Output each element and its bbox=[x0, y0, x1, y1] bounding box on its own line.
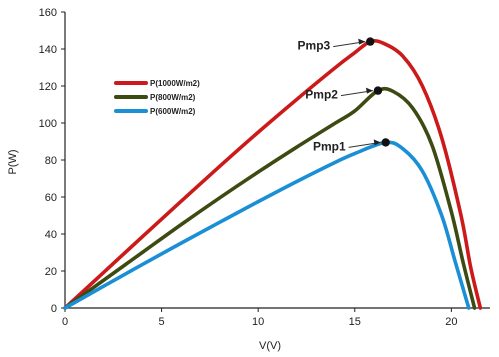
mpp-label: Pmp3 bbox=[298, 39, 331, 53]
y-tick-label: 80 bbox=[45, 155, 57, 167]
x-axis-title: V(V) bbox=[259, 340, 281, 352]
y-tick-label: 0 bbox=[51, 303, 57, 315]
x-tick-label: 0 bbox=[62, 316, 68, 328]
y-tick-label: 60 bbox=[45, 192, 57, 204]
legend-label: P(1000W/m2) bbox=[150, 79, 200, 88]
x-tick-label: 5 bbox=[159, 316, 165, 328]
mpp-arrowhead bbox=[365, 87, 373, 94]
series-line bbox=[63, 140, 471, 310]
mpp-point bbox=[366, 37, 375, 46]
mpp-point bbox=[373, 86, 383, 95]
legend-label: P(800W/m2) bbox=[150, 93, 196, 102]
series-lines bbox=[63, 39, 483, 310]
y-tick-label: 140 bbox=[39, 44, 57, 56]
mpp-markers: Pmp3 Pmp2 Pmp1 bbox=[298, 37, 390, 153]
legend-label: P(600W/m2) bbox=[150, 107, 196, 116]
mpp-point bbox=[381, 138, 390, 147]
axes: 0 5 10 15 20 0 20 40 60 80 100 120 140 160 bbox=[39, 7, 490, 328]
mpp-arrowhead bbox=[358, 38, 366, 45]
x-tick-label: 10 bbox=[252, 316, 264, 328]
y-tick-label: 100 bbox=[39, 118, 57, 130]
mpp-arrowhead bbox=[373, 139, 381, 146]
series-line bbox=[63, 86, 477, 310]
y-tick-label: 40 bbox=[45, 229, 57, 241]
y-tick-label: 120 bbox=[39, 81, 57, 93]
legend: P(1000W/m2) P(800W/m2) P(600W/m2) bbox=[114, 79, 200, 116]
series-line bbox=[63, 39, 483, 310]
x-tick-label: 20 bbox=[445, 316, 457, 328]
y-tick-label: 20 bbox=[45, 266, 57, 278]
y-tick-label: 160 bbox=[39, 7, 57, 19]
mpp-label: Pmp2 bbox=[305, 88, 338, 102]
x-tick-label: 15 bbox=[349, 316, 361, 328]
y-axis-title: P(W) bbox=[7, 149, 19, 174]
mpp-label: Pmp1 bbox=[313, 139, 346, 153]
